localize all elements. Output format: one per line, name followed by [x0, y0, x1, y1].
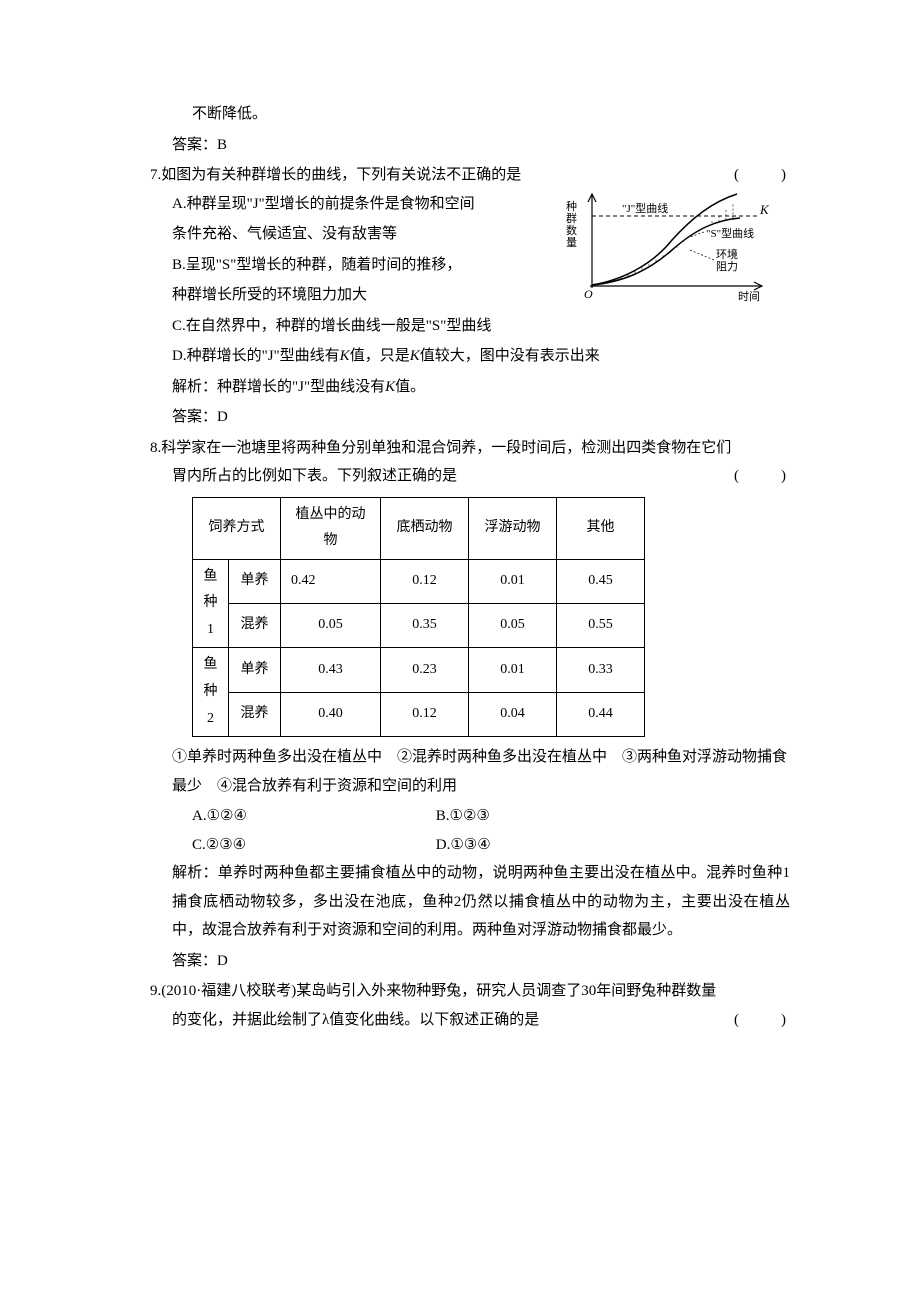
q8-stem-line1: 8.科学家在一池塘里将两种鱼分别单独和混合饲养，一段时间后，检测出四类食物在它们 — [150, 434, 790, 463]
cell-val: 0.01 — [469, 559, 557, 603]
q7-answer: 答案：D — [150, 403, 790, 432]
cell-val: 0.45 — [557, 559, 645, 603]
cell-val: 0.05 — [469, 604, 557, 648]
table-row: 鱼种1 单养 0.42 0.12 0.01 0.45 — [193, 559, 645, 603]
q7-growth-chart: 种群数量 "J"型曲线 "S"型曲线环境阻力 K O 时间 — [562, 190, 790, 310]
cell-mode: 混养 — [229, 604, 281, 648]
q7-option-a-line2: 条件充裕、气候适宜、没有敌害等 — [150, 220, 530, 249]
q7-option-a-line1: A.种群呈现"J"型增长的前提条件是食物和空间 — [150, 190, 530, 219]
th-plant: 植丛中的动物 — [281, 497, 381, 559]
q9-stem-line2: 的变化，并据此绘制了λ值变化曲线。以下叙述正确的是 ( ) — [150, 1006, 790, 1035]
svg-text:"S"型曲线: "S"型曲线 — [706, 226, 754, 240]
svg-text:时间: 时间 — [738, 290, 760, 303]
svg-text:种: 种 — [566, 199, 577, 213]
table-row: 混养 0.05 0.35 0.05 0.55 — [193, 604, 645, 648]
q8-options-row2: C.②③④ D.①③④ — [150, 831, 790, 860]
svg-text:环境: 环境 — [716, 247, 738, 261]
q7-number: 7. — [150, 167, 161, 183]
q9-blank-bracket: ( ) — [734, 1006, 790, 1035]
q7-option-b-line2: 种群增长所受的环境阻力加大 — [150, 281, 530, 310]
svg-text:O: O — [584, 287, 593, 301]
svg-text:阻力: 阻力 — [716, 260, 738, 273]
q8-option-c: C.②③④ — [192, 831, 432, 860]
q9-number: 9. — [150, 983, 161, 999]
q7-blank-bracket: ( ) — [756, 161, 790, 190]
cell-mode: 单养 — [229, 648, 281, 692]
cell-mode: 单养 — [229, 559, 281, 603]
cell-val: 0.44 — [557, 692, 645, 736]
svg-text:数: 数 — [566, 224, 577, 237]
q7-option-c: C.在自然界中，种群的增长曲线一般是"S"型曲线 — [150, 312, 790, 341]
q7-stem-text: 如图为有关种群增长的曲线，下列有关说法不正确的是 — [161, 167, 521, 183]
var-K: K — [340, 348, 350, 364]
answer-label: 答案： — [172, 953, 217, 969]
cell-val: 0.12 — [381, 692, 469, 736]
q8-blank-bracket: ( ) — [734, 462, 790, 491]
q8-stem-line2: 胃内所占的比例如下表。下列叙述正确的是 ( ) — [150, 462, 790, 491]
q8-number: 8. — [150, 440, 161, 456]
answer-label: 答案： — [172, 409, 217, 425]
table-row: 鱼种2 单养 0.43 0.23 0.01 0.33 — [193, 648, 645, 692]
q8-option-b: B.①②③ — [436, 808, 490, 824]
table-row: 混养 0.40 0.12 0.04 0.44 — [193, 692, 645, 736]
prev-analysis-tail: 不断降低。 — [150, 100, 790, 129]
cell-val: 0.55 — [557, 604, 645, 648]
cell-val: 0.23 — [381, 648, 469, 692]
cell-val: 0.01 — [469, 648, 557, 692]
th-method: 饲养方式 — [193, 497, 281, 559]
svg-text:群: 群 — [566, 211, 577, 225]
cell-val: 0.04 — [469, 692, 557, 736]
q7-analysis: 解析：种群增长的"J"型曲线没有K值。 — [150, 373, 790, 402]
cell-val: 0.33 — [557, 648, 645, 692]
q9-source: (2010·福建八校联考) — [161, 983, 296, 999]
q8-analysis: 解析：单养时两种鱼都主要捕食植丛中的动物，说明两种鱼主要出没在植丛中。混养时鱼种… — [150, 859, 790, 945]
var-K: K — [385, 379, 395, 395]
cell-mode: 混养 — [229, 692, 281, 736]
svg-text:K: K — [759, 202, 770, 217]
answer-label: 答案： — [172, 137, 217, 153]
cell-val: 0.35 — [381, 604, 469, 648]
q8-table: 饲养方式 植丛中的动物 底栖动物 浮游动物 其他 鱼种1 单养 0.42 0.1… — [192, 497, 645, 738]
q7-option-b-line1: B.呈现"S"型增长的种群，随着时间的推移， — [150, 251, 530, 280]
table-header-row: 饲养方式 植丛中的动物 底栖动物 浮游动物 其他 — [193, 497, 645, 559]
answer-value: D — [217, 953, 228, 969]
th-plankton: 浮游动物 — [469, 497, 557, 559]
cell-species2: 鱼种2 — [193, 648, 229, 737]
answer-value: D — [217, 409, 228, 425]
cell-val: 0.40 — [281, 692, 381, 736]
svg-text:"J"型曲线: "J"型曲线 — [622, 201, 668, 215]
answer-value: B — [217, 137, 227, 153]
var-K: K — [410, 348, 420, 364]
q7-options-ab: A.种群呈现"J"型增长的前提条件是食物和空间 条件充裕、气候适宜、没有敌害等 … — [150, 190, 530, 312]
q8-option-a: A.①②④ — [192, 802, 432, 831]
q7-body: 种群数量 "J"型曲线 "S"型曲线环境阻力 K O 时间 A.种群呈现"J"型增长的前提… — [150, 190, 790, 312]
q8-option-d: D.①③④ — [436, 837, 491, 853]
th-benthic: 底栖动物 — [381, 497, 469, 559]
th-other: 其他 — [557, 497, 645, 559]
cell-val: 0.12 — [381, 559, 469, 603]
q9-stem-line1: 9.(2010·福建八校联考)某岛屿引入外来物种野兔，研究人员调查了30年间野兔… — [150, 977, 790, 1006]
cell-val: 0.05 — [281, 604, 381, 648]
q8-options-row1: A.①②④ B.①②③ — [150, 802, 790, 831]
q8-statements: ①单养时两种鱼多出没在植丛中 ②混养时两种鱼多出没在植丛中 ③两种鱼对浮游动物捕… — [150, 743, 790, 800]
q7-option-d: D.种群增长的"J"型曲线有K值，只是K值较大，图中没有表示出来 — [150, 342, 790, 371]
cell-species1: 鱼种1 — [193, 559, 229, 648]
cell-val: 0.43 — [281, 648, 381, 692]
q7-stem: 7.如图为有关种群增长的曲线，下列有关说法不正确的是 ( ) — [150, 161, 790, 190]
cell-val: 0.42 — [281, 559, 381, 603]
q8-answer: 答案：D — [150, 947, 790, 976]
prev-answer: 答案：B — [150, 131, 790, 160]
svg-text:量: 量 — [566, 236, 577, 249]
